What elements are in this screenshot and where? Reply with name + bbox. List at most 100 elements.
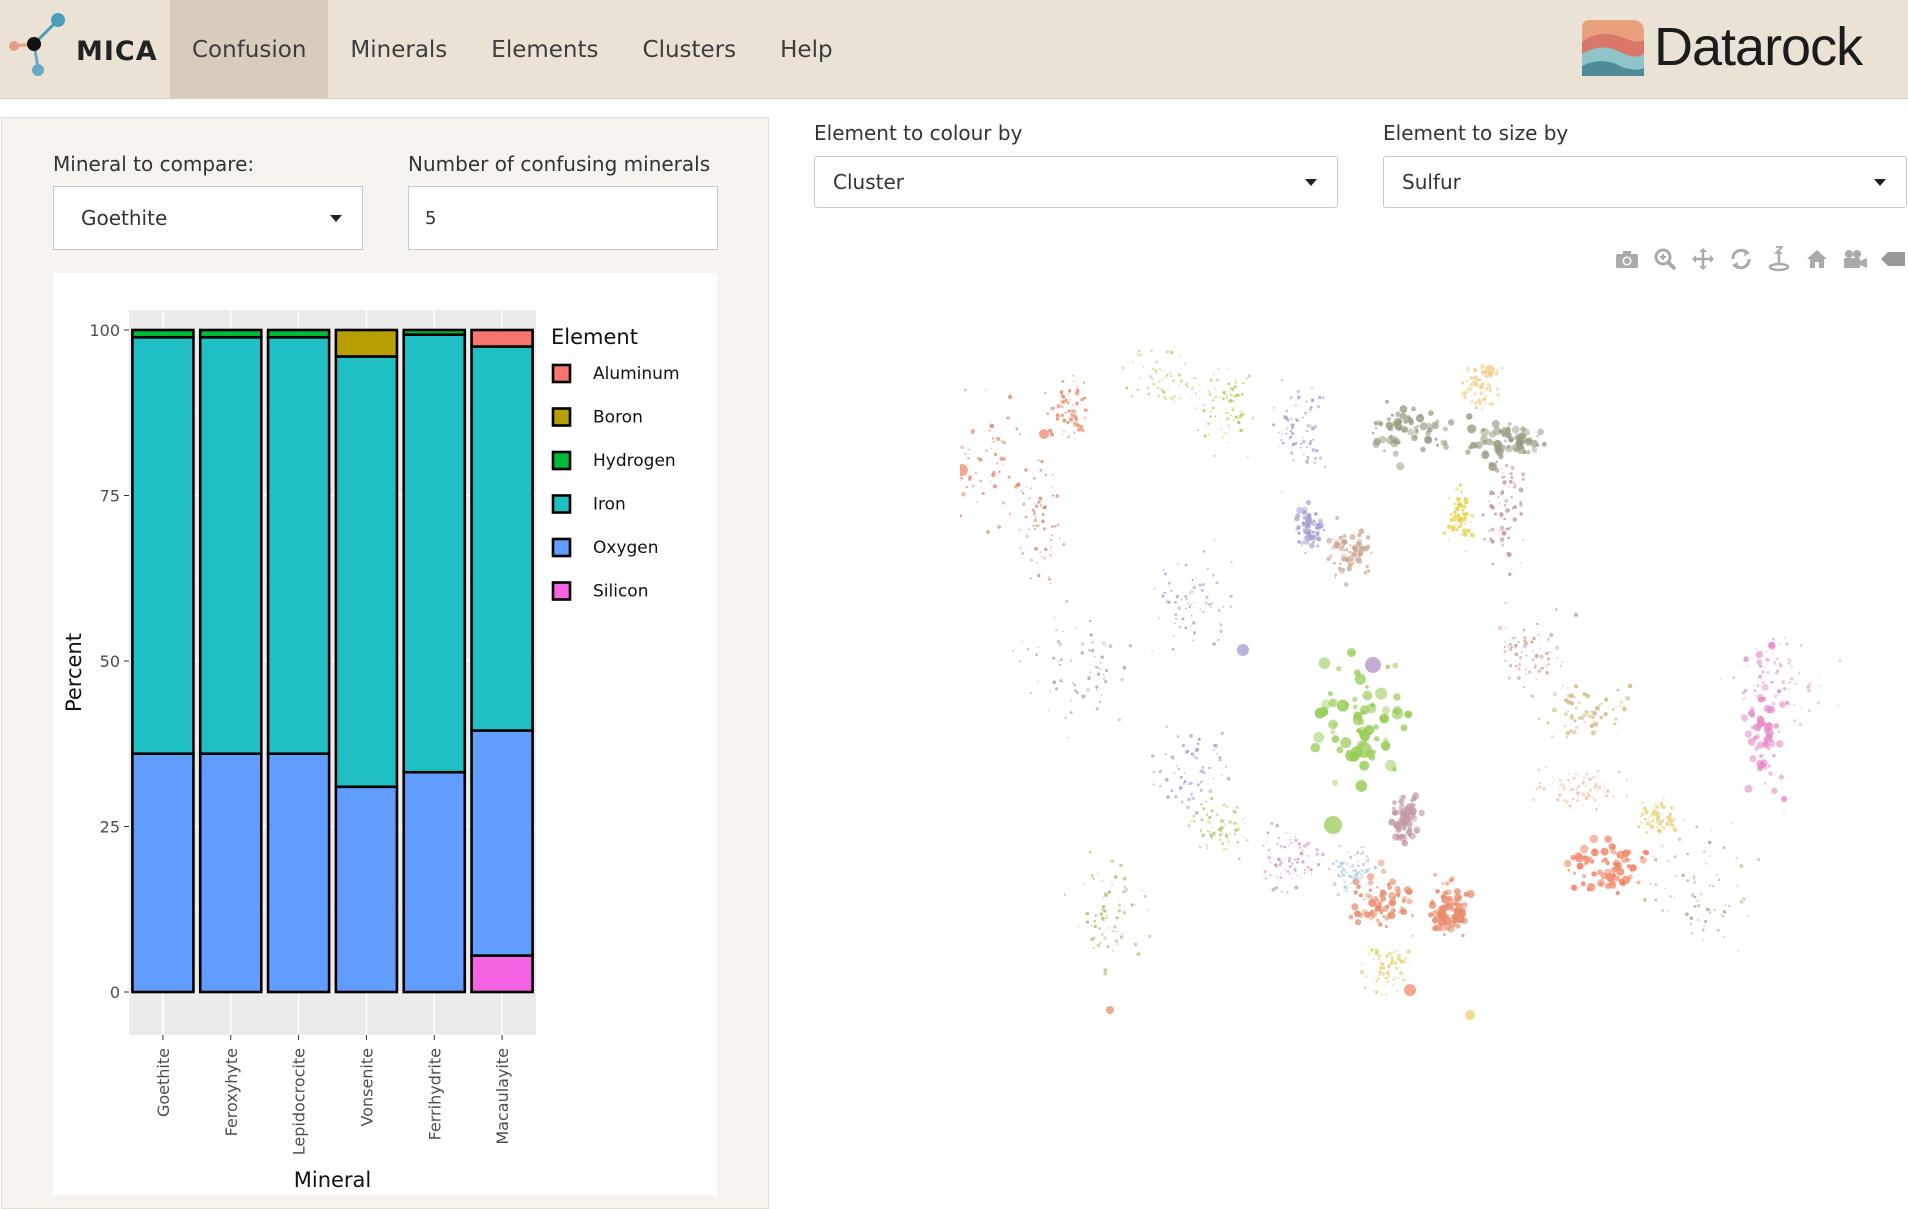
stacked-bar-chart: 0 25 50 75 100 Goethite Feroxyhyte Lepidocroci… <box>62 310 680 1192</box>
cluster-points <box>1388 792 1425 847</box>
scatter-point <box>1324 816 1342 834</box>
x-tick-label: Goethite <box>154 1048 173 1117</box>
y-tick-label: 100 <box>89 321 120 340</box>
legend-label-oxygen: Oxygen <box>593 538 659 558</box>
legend-swatch-boron <box>551 407 572 427</box>
plot-background <box>129 310 536 1035</box>
app-name: MICA <box>76 36 158 67</box>
bar-segment-boron <box>334 328 399 358</box>
legend-label-silicon: Silicon <box>593 582 648 602</box>
bar-segment-aluminum <box>470 328 534 348</box>
cluster-points <box>1532 766 1629 811</box>
scatter-point <box>1356 742 1372 758</box>
cluster-points <box>1063 851 1151 976</box>
tab-elements[interactable]: Elements <box>491 36 599 63</box>
chevron-down-icon <box>1874 179 1886 186</box>
bar-segment-iron <box>198 335 263 755</box>
legend-swatch-oxygen <box>551 537 572 558</box>
size-select-label: Element to size by <box>1383 121 1569 145</box>
cluster-points <box>1643 822 1761 952</box>
zoom-icon[interactable] <box>1650 244 1680 274</box>
scatter-point <box>1485 365 1495 375</box>
x-axis: Goethite Feroxyhyte Lepidocrocite Vonsenite… <box>154 1035 512 1155</box>
pan-icon[interactable] <box>1688 244 1718 274</box>
x-axis-label: Mineral <box>294 1168 372 1192</box>
x-tick-label: Ferrihydrite <box>425 1048 444 1140</box>
cluster-points <box>1348 859 1415 929</box>
cluster-points <box>1428 872 1475 938</box>
turntable-icon[interactable] <box>1764 244 1794 274</box>
legend: Aluminum Boron Hydrogen Iron Oxygen Silicon <box>551 363 680 602</box>
size-select-value: Sulfur <box>1402 170 1461 194</box>
cluster-scatter-plot[interactable] <box>960 350 1860 1090</box>
camera-icon[interactable] <box>1612 244 1642 274</box>
cluster-points <box>1272 379 1327 493</box>
tab-confusion[interactable]: Confusion <box>170 0 329 99</box>
bar-segment-oxygen <box>470 729 534 957</box>
bar-segment-oxygen <box>131 752 195 994</box>
mineral-select[interactable]: Goethite <box>53 186 363 250</box>
legend-label-iron: Iron <box>593 495 626 515</box>
cluster-points <box>1196 367 1254 458</box>
bar-segment-iron <box>402 333 467 774</box>
bars <box>131 328 534 994</box>
tag-icon[interactable] <box>1878 244 1908 274</box>
orbit-icon[interactable] <box>1726 244 1756 274</box>
cluster-points <box>1261 822 1325 894</box>
x-tick-label: Vonsenite <box>357 1048 376 1127</box>
colour-select-value: Cluster <box>833 170 904 194</box>
colour-select-label: Element to colour by <box>814 121 1023 145</box>
x-tick-label: Feroxyhyte <box>222 1048 241 1136</box>
bar-segment-oxygen <box>198 752 263 994</box>
bar-segment-oxygen <box>334 785 399 994</box>
cluster-points <box>1151 725 1231 815</box>
bar-segment-iron <box>266 335 331 755</box>
nav-menu: Confusion Minerals Elements Clusters Hel… <box>170 0 855 99</box>
y-tick-label: 75 <box>100 487 120 506</box>
cluster-points <box>1481 440 1525 577</box>
mineral-select-value: Goethite <box>81 206 168 230</box>
bar-segment-hydrogen <box>131 328 195 339</box>
bar-segment-iron <box>334 355 399 789</box>
bar-segment-iron <box>470 345 534 732</box>
datarock-mark-icon <box>1582 20 1644 76</box>
cluster-points <box>1359 934 1415 1004</box>
scatter-point <box>1365 657 1381 673</box>
scatter-point <box>1039 429 1049 439</box>
cluster-points <box>1012 600 1133 739</box>
scatter-point <box>1237 644 1249 656</box>
bar-segment-iron <box>131 335 195 755</box>
scatter-point <box>1465 1010 1475 1020</box>
legend-swatch-iron <box>551 494 572 514</box>
cluster-points <box>960 388 1031 534</box>
tab-clusters[interactable]: Clusters <box>642 36 737 63</box>
tab-help[interactable]: Help <box>780 36 833 63</box>
navbar: MICA Confusion Minerals Elements Cluster… <box>0 0 1908 99</box>
y-axis-label: Percent <box>62 633 86 712</box>
x-tick-label: Macaulayite <box>493 1048 512 1145</box>
tab-minerals[interactable]: Minerals <box>350 36 448 63</box>
scatter-point <box>960 464 968 476</box>
colour-select[interactable]: Cluster <box>814 156 1338 208</box>
cluster-points <box>1498 601 1579 698</box>
scatter-point <box>1106 1006 1114 1014</box>
home-icon[interactable] <box>1802 244 1832 274</box>
cluster-points <box>1461 363 1504 410</box>
cluster-points <box>1187 797 1249 861</box>
cluster-points <box>1465 413 1547 471</box>
legend-title: Element <box>551 325 638 349</box>
mineral-select-label: Mineral to compare: <box>53 152 255 176</box>
count-input[interactable] <box>408 186 718 250</box>
cluster-points <box>1371 399 1455 471</box>
cluster-points <box>1310 648 1413 792</box>
legend-swatch-silicon <box>551 581 572 601</box>
video-icon[interactable] <box>1840 244 1870 274</box>
scatter-point <box>1404 984 1416 996</box>
count-input-label: Number of confusing minerals <box>408 152 711 176</box>
chevron-down-icon <box>330 215 342 222</box>
legend-label-aluminum: Aluminum <box>593 364 680 384</box>
cluster-points <box>1719 636 1842 727</box>
mica-logo[interactable]: MICA <box>8 10 158 85</box>
chevron-down-icon <box>1305 179 1317 186</box>
size-select[interactable]: Sulfur <box>1383 156 1907 208</box>
